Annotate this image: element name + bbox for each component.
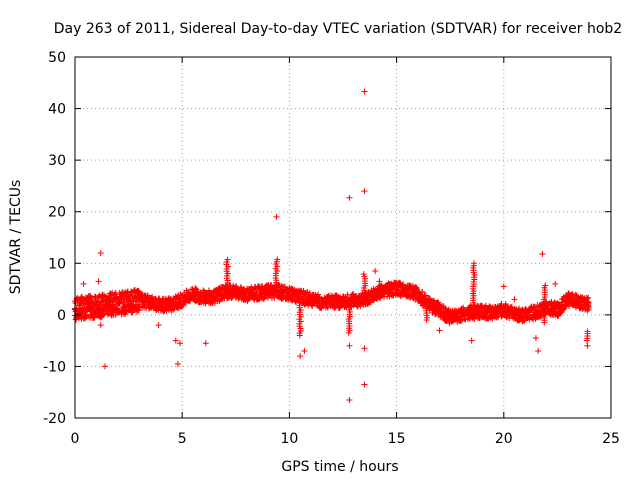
x-tick-label: 10 (280, 431, 298, 447)
outlier-point (361, 345, 368, 352)
outlier-point (301, 347, 308, 354)
band-point (419, 288, 426, 295)
band-point (467, 302, 474, 309)
y-tick-label: 0 (57, 308, 66, 324)
band-point (82, 313, 89, 320)
outlier-point (346, 342, 353, 349)
band-point (413, 285, 420, 292)
outlier-point (468, 337, 475, 344)
data-points (71, 88, 592, 403)
y-tick-label: 20 (48, 205, 66, 221)
y-tick-label: 40 (48, 102, 66, 118)
outlier-point (297, 353, 304, 360)
y-tick-label: 50 (48, 50, 66, 66)
axis-ticks (74, 56, 612, 419)
x-tick-label: 5 (178, 431, 187, 447)
x-axis-label: GPS time / hours (281, 459, 398, 475)
outlier-point (273, 213, 280, 220)
y-tick-label: 10 (48, 256, 66, 272)
plot-frame (74, 56, 612, 419)
x-tick-labels: 0 5 10 15 20 25 (71, 431, 620, 447)
y-tick-labels: -20 -10 0 10 20 30 40 50 (43, 50, 66, 427)
x-tick-label: 20 (495, 431, 513, 447)
outlier-point (102, 363, 109, 370)
outlier-point (511, 296, 518, 303)
outlier-point (535, 347, 542, 354)
outlier-point (174, 360, 181, 367)
band-point (135, 307, 142, 314)
outlier-point (346, 194, 353, 201)
outlier-point (97, 249, 104, 256)
spike-point (471, 260, 478, 267)
outlier-point (552, 280, 559, 287)
outlier-point (500, 283, 507, 290)
gridlines (75, 57, 611, 418)
band-point (88, 294, 95, 301)
outlier-point (202, 340, 209, 347)
spike-point (542, 282, 549, 289)
spike-point (296, 297, 303, 304)
band-point (314, 300, 321, 307)
band-point (548, 298, 555, 305)
x-tick-label: 25 (602, 431, 620, 447)
y-tick-label: 30 (48, 153, 66, 169)
y-tick-label: -10 (43, 359, 66, 375)
x-tick-label: 15 (388, 431, 406, 447)
band-point (584, 307, 591, 314)
outlier-point (361, 381, 368, 388)
y-tick-label: -20 (43, 411, 66, 427)
spike-point (360, 271, 367, 278)
outlier-point (539, 251, 546, 258)
spike-point (584, 328, 591, 335)
outlier-point (177, 340, 184, 347)
spike-point (346, 299, 353, 306)
spike-point (423, 298, 430, 305)
outlier-point (95, 278, 102, 285)
chart-title: Day 263 of 2011, Sidereal Day-to-day VTE… (54, 21, 622, 37)
band-point (95, 295, 102, 302)
x-tick-label: 0 (71, 431, 80, 447)
band-point (585, 299, 592, 306)
band-point (503, 303, 510, 310)
band-point (583, 295, 590, 302)
outlier-point (584, 342, 591, 349)
outlier-point (80, 280, 87, 287)
band-point (349, 291, 356, 298)
y-axis-label: SDTVAR / TECUs (8, 180, 24, 295)
outlier-point (372, 268, 379, 275)
band-point (156, 296, 163, 303)
outlier-point (155, 322, 162, 329)
band-point (471, 315, 478, 322)
outlier-point (361, 188, 368, 195)
outlier-point (361, 88, 368, 95)
spike-point (224, 256, 231, 263)
spike-point (274, 256, 281, 263)
outlier-point (532, 335, 539, 342)
band-point (585, 306, 592, 313)
outlier-point (436, 327, 443, 334)
outlier-point (172, 337, 179, 344)
outlier-point (376, 278, 383, 285)
band-point (584, 298, 591, 305)
outlier-point (97, 322, 104, 329)
band-point (585, 294, 592, 301)
outlier-point (346, 396, 353, 403)
